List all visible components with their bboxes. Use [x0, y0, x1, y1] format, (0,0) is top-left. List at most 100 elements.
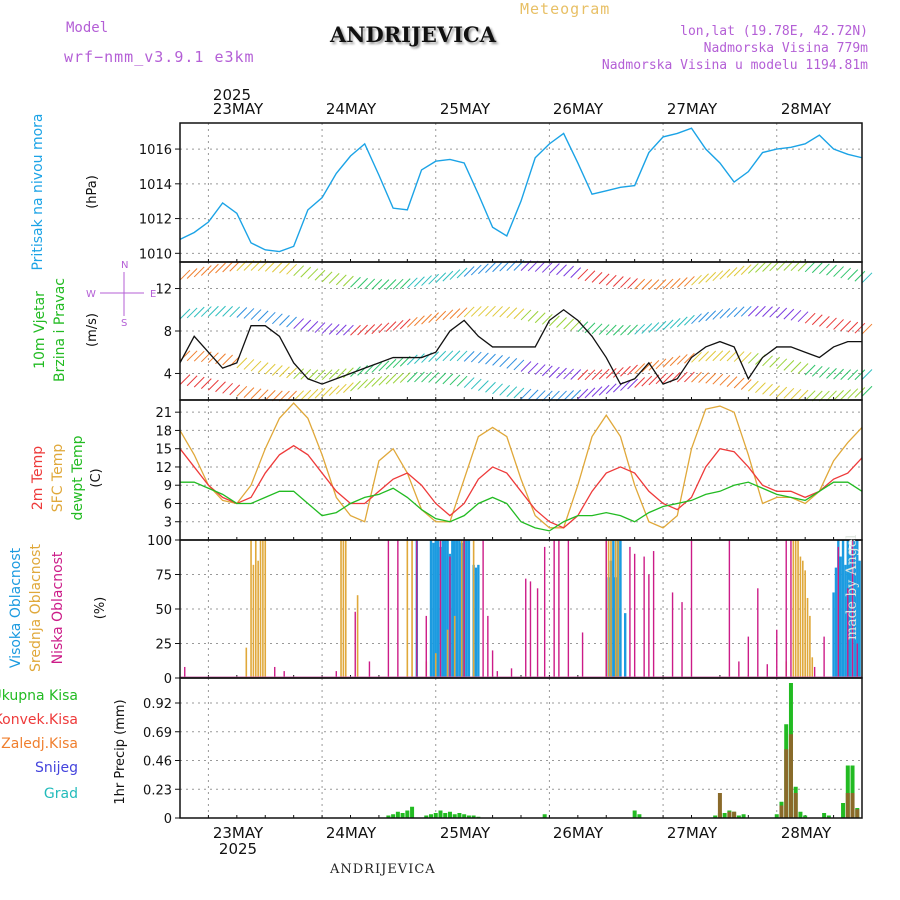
mid-cloud-bar: [610, 540, 612, 678]
y-tick-label: 0: [164, 534, 172, 549]
mid-cloud-bar: [406, 540, 409, 678]
wind-barb: [641, 279, 653, 290]
wind-barb: [641, 323, 653, 334]
wind-barb: [385, 279, 397, 290]
wind-barb: [314, 269, 326, 281]
wind-barb: [783, 360, 795, 371]
wind-barb: [527, 362, 539, 374]
wind-barb: [371, 362, 383, 373]
low-cloud-bar: [525, 578, 527, 678]
wind-barb: [719, 307, 731, 319]
wind-barb: [698, 351, 709, 362]
y-tick-label: 0: [164, 812, 172, 827]
wind-barb: [648, 322, 660, 333]
wind-barb: [478, 352, 489, 364]
wind-barb: [740, 379, 752, 390]
wind-barb: [719, 268, 731, 280]
wind-barb: [485, 381, 496, 393]
precip-total-bar: [632, 810, 637, 818]
wind-barb: [286, 367, 297, 379]
wind-barb: [257, 310, 269, 322]
wind-barb: [570, 267, 582, 278]
low-cloud-bar: [510, 668, 513, 678]
wind-barb: [854, 270, 866, 282]
wind-barb: [456, 375, 468, 387]
wind-barb: [783, 387, 795, 399]
wind-barb: [264, 311, 276, 323]
wind-barb: [414, 371, 425, 383]
precip-conv-bar: [779, 805, 784, 818]
y-tick-label: 9: [164, 479, 172, 494]
wind-barb: [840, 389, 852, 400]
high-cloud-bar: [467, 540, 471, 678]
wind-barb: [215, 262, 226, 274]
high-cloud-bar: [839, 556, 842, 678]
wind-barb: [655, 358, 667, 370]
wind-barb: [406, 354, 418, 366]
wind-barb: [478, 263, 489, 275]
wind-barb: [456, 350, 468, 362]
wind-barb: [804, 312, 816, 324]
wind-barb: [698, 311, 709, 323]
wind-barb: [634, 278, 646, 290]
low-cloud-bar: [184, 666, 186, 678]
wind-barb: [506, 386, 518, 398]
wind-barb: [335, 383, 347, 395]
wind-barb: [584, 387, 596, 399]
high-cloud-bar: [436, 540, 440, 678]
precip-total-bar: [542, 814, 547, 818]
wind-barb: [236, 307, 248, 318]
wind-barb: [662, 372, 674, 384]
wind-barb: [215, 381, 226, 393]
mid-cloud-bar: [801, 560, 804, 678]
mid-cloud-bar: [254, 540, 257, 678]
wind-barb: [620, 324, 631, 336]
wind-barb: [250, 309, 262, 320]
dewpt-ylabel: dewpt Temp: [70, 435, 86, 520]
wind-barb: [691, 274, 702, 286]
low-cloud-bar: [553, 540, 555, 678]
wind-barb: [513, 387, 525, 399]
wind-barb: [378, 322, 390, 334]
wind-barb: [378, 374, 390, 386]
footer-station-name: ANDRIJEVICA: [330, 862, 436, 877]
wind-barb: [293, 390, 305, 402]
low-cloud-bar: [776, 629, 778, 678]
precip-total-bar: [438, 810, 443, 818]
wind-barb: [563, 265, 574, 277]
wind-barb: [236, 385, 248, 397]
precip-total-bar: [443, 813, 448, 818]
low-cloud-bar: [487, 615, 489, 678]
high-cloud-bar: [455, 540, 459, 678]
wind-barb: [534, 390, 546, 401]
wind-barb: [321, 323, 333, 334]
wind-barb: [769, 356, 780, 368]
wind-barb: [797, 363, 809, 374]
mid-cloud-bar: [340, 540, 342, 678]
wind-barb: [811, 314, 823, 326]
high-cloud-bar: [444, 540, 447, 678]
wind-barb: [307, 369, 319, 381]
precip-total-bar: [841, 803, 846, 818]
wind-barb: [470, 306, 482, 317]
wind-barb: [478, 380, 489, 391]
wind-barb: [861, 272, 873, 284]
precip-total-bar: [447, 811, 452, 818]
high-cloud-bar: [446, 540, 449, 678]
low-cloud-bar: [747, 636, 750, 678]
wind-barb: [733, 377, 745, 389]
wind-barb: [406, 277, 418, 289]
wind-barb: [527, 389, 539, 401]
mid-cloud-bar: [799, 556, 802, 678]
wind-barb: [193, 266, 205, 278]
precip-total-bar: [433, 813, 438, 818]
wind-barb: [861, 385, 873, 397]
precip-total-bar: [424, 815, 429, 818]
wind-barb: [463, 351, 475, 362]
wind-barb: [726, 376, 738, 387]
wind-barb: [605, 368, 617, 379]
precip-total-bar: [826, 815, 831, 818]
wind-barb: [250, 360, 262, 372]
wind-barb: [293, 318, 305, 329]
wind-barb: [762, 355, 773, 367]
